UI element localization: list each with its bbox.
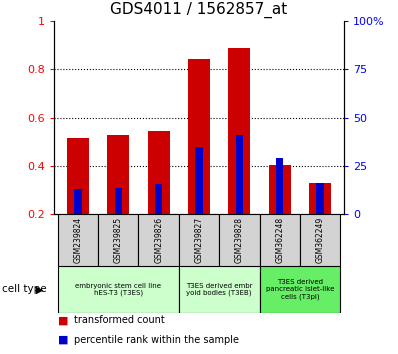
Bar	[139, 214, 179, 266]
Text: ■: ■	[58, 335, 68, 345]
Bar	[219, 214, 259, 266]
Bar	[276, 158, 283, 214]
Text: GSM239826: GSM239826	[154, 217, 163, 263]
Text: embryonic stem cell line
hES-T3 (T3ES): embryonic stem cell line hES-T3 (T3ES)	[75, 282, 161, 296]
Text: T3ES derived embr
yoid bodies (T3EB): T3ES derived embr yoid bodies (T3EB)	[186, 282, 252, 296]
Text: GSM239825: GSM239825	[114, 217, 123, 263]
Text: GSM239824: GSM239824	[74, 217, 82, 263]
Text: transformed count: transformed count	[74, 315, 164, 325]
Text: T3ES derived
pancreatic islet-like
cells (T3pi): T3ES derived pancreatic islet-like cells…	[266, 279, 334, 299]
Title: GDS4011 / 1562857_at: GDS4011 / 1562857_at	[110, 2, 288, 18]
Bar	[228, 48, 250, 214]
Text: cell type: cell type	[2, 284, 47, 295]
Bar	[74, 189, 82, 214]
Bar	[58, 266, 179, 313]
Bar	[115, 188, 122, 214]
Bar	[148, 131, 170, 214]
Bar	[309, 183, 331, 214]
Text: percentile rank within the sample: percentile rank within the sample	[74, 335, 239, 345]
Text: GSM362249: GSM362249	[316, 217, 324, 263]
Bar	[195, 147, 203, 214]
Bar	[269, 165, 291, 214]
Bar	[179, 214, 219, 266]
Bar	[259, 214, 300, 266]
Text: ▶: ▶	[36, 284, 43, 295]
Text: ■: ■	[58, 315, 68, 325]
Bar	[300, 214, 340, 266]
Bar	[316, 183, 324, 214]
Bar	[188, 59, 210, 214]
Bar	[58, 214, 98, 266]
Bar	[236, 135, 243, 214]
Text: GSM239827: GSM239827	[195, 217, 203, 263]
Bar	[107, 135, 129, 214]
Bar	[155, 184, 162, 214]
Bar	[67, 138, 89, 214]
Bar	[179, 266, 259, 313]
Text: GSM362248: GSM362248	[275, 217, 284, 263]
Bar	[259, 266, 340, 313]
Bar	[98, 214, 139, 266]
Text: GSM239828: GSM239828	[235, 217, 244, 263]
